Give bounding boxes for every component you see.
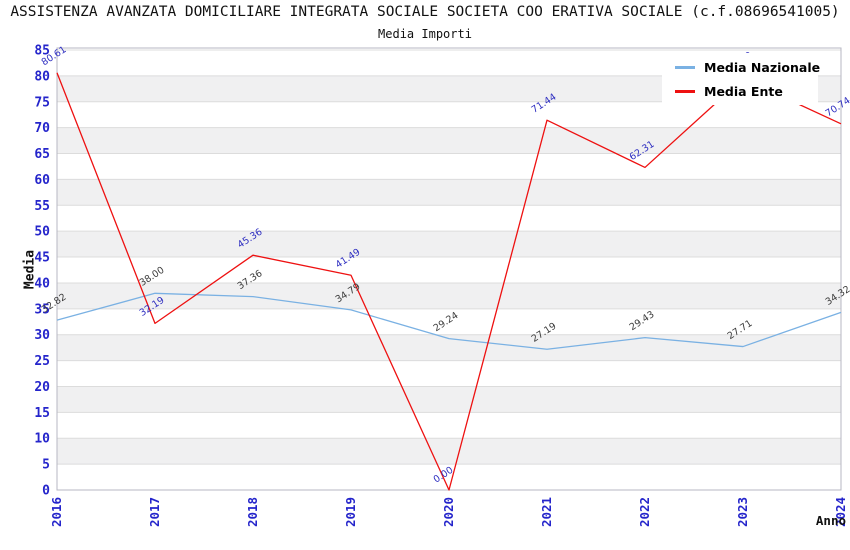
grid-band	[57, 282, 841, 309]
y-tick-label: 35	[34, 302, 50, 317]
plot-border	[56, 47, 842, 491]
grid-band	[57, 179, 841, 206]
legend-label: Media Nazionale	[704, 59, 821, 75]
y-tick-label: 65	[34, 147, 50, 162]
chart-title: ASSISTENZA AVANZATA DOMICILIARE INTEGRAT…	[10, 4, 840, 20]
line-media-ente	[56, 72, 842, 491]
x-tick-label: 2022	[637, 497, 652, 527]
grid-band	[57, 438, 841, 465]
x-tick-label: 2024	[833, 497, 848, 527]
point-label: 0.00	[432, 465, 456, 486]
point-label: 29.24	[432, 310, 461, 334]
y-tick-label: 60	[34, 173, 50, 188]
point-label: 29.43	[628, 309, 657, 333]
x-tick-label: 2021	[539, 497, 554, 527]
y-tick-label: 25	[34, 354, 50, 369]
y-tick-label: 15	[34, 406, 50, 421]
x-tick-label: 2016	[49, 497, 64, 527]
x-axis-title: Anno	[815, 513, 846, 528]
legend-label: Media Ente	[704, 83, 783, 99]
x-tick-label: 2018	[245, 497, 260, 527]
x-tick-label: 2020	[441, 497, 456, 527]
legend-item-media-nazionale: Media Nazionale	[662, 55, 821, 79]
grid-band	[57, 127, 841, 154]
y-tick-label: 55	[34, 199, 50, 214]
media-ente-swatch-icon	[675, 89, 695, 93]
grid-band	[57, 231, 841, 258]
x-tick-label: 2017	[147, 497, 162, 527]
y-axis-title: Media	[22, 249, 38, 290]
y-tick-label: 50	[34, 225, 50, 240]
point-label: 32.82	[40, 292, 69, 316]
y-tick-label: 0	[42, 484, 50, 499]
line-media-nazionale	[56, 292, 842, 350]
y-tick-label: 40	[34, 276, 50, 291]
y-tick-label: 80	[34, 69, 50, 84]
chart-subtitle: Media Importi	[378, 27, 472, 41]
grid-band	[57, 386, 841, 413]
y-tick-label: 30	[34, 328, 50, 343]
y-tick-label: 70	[34, 121, 50, 136]
legend-item-media-ente: Media Ente	[662, 79, 818, 103]
y-tick-label: 10	[34, 432, 50, 447]
media-nazionale-swatch-icon	[675, 65, 695, 69]
y-tick-label: 75	[34, 95, 50, 110]
y-tick-label: 5	[42, 458, 50, 473]
legend: Media Nazionale Media Ente	[662, 53, 821, 105]
y-tick-label: 85	[34, 44, 50, 59]
y-tick-label: 20	[34, 380, 50, 395]
x-tick-label: 2019	[343, 497, 358, 527]
x-tick-label: 2023	[735, 497, 750, 527]
y-tick-label: 45	[34, 251, 50, 266]
